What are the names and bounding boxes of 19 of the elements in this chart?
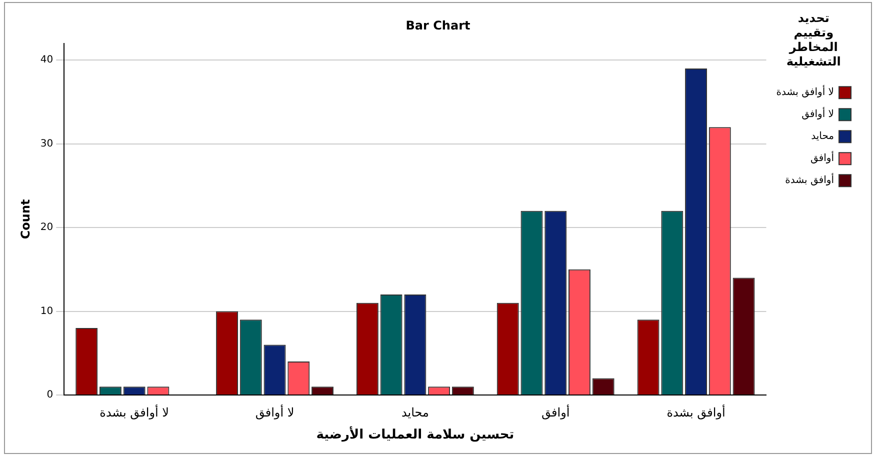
x-tick-label: أوافق بشدة [666, 404, 726, 420]
y-tick-label: 0 [46, 390, 54, 401]
legend-label: لا أوافق بشدة [776, 85, 834, 98]
legend-label: محايد [811, 131, 834, 142]
legend-label: لا أوافق [802, 107, 834, 120]
legend-title: تحديد وتقييم المخاطر التشغيلية [786, 11, 841, 68]
y-tick-label: 30 [40, 138, 54, 150]
x-tick-label: لا أوافق [255, 404, 294, 420]
legend-label: أوافق [810, 151, 834, 164]
y-axis-title: Count [18, 199, 32, 240]
chart-title: Bar Chart [406, 18, 470, 32]
x-tick-label: أوافق [541, 404, 570, 420]
y-tick-label: 40 [40, 54, 54, 66]
x-tick-label: محايد [401, 405, 429, 420]
x-axis-title: تحسين سلامة العمليات الأرضية [316, 426, 514, 443]
legend-label: أوافق بشدة [785, 173, 834, 186]
x-tick-label: لا أوافق بشدة [100, 404, 169, 420]
y-tick-label: 10 [40, 306, 54, 317]
y-tick-label: 20 [40, 222, 54, 234]
